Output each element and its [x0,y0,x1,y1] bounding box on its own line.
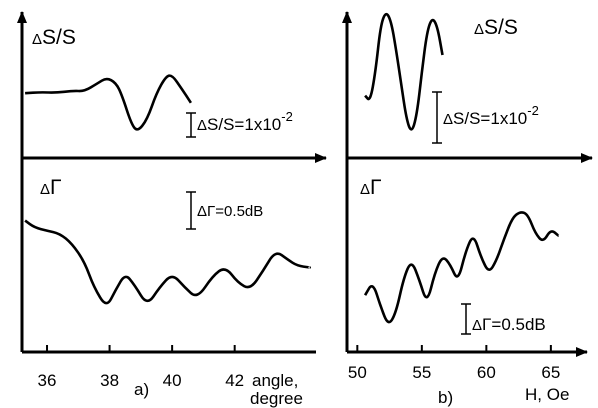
panel-b-gamma-scale-label: ΔΓ=0.5dB [472,315,546,334]
panel-b-gamma-scale-text: Γ=0.5dB [482,315,546,334]
panel-b-x-ticks: 50 55 60 65 [348,345,560,382]
panel-a-s-label: ΔS/S [32,26,76,49]
panel-a-gamma-delta: Δ [40,181,50,198]
panel-b-tick-label-50: 50 [348,363,367,382]
panel-a-gamma-scale-delta: Δ [197,203,207,220]
panel-a-s-name: S/S [42,26,76,49]
panel-a-gamma-label: ΔΓ [40,176,62,199]
panel-a-s-delta: Δ [32,31,42,48]
panel-b-xlabel: H, Oe [525,385,569,404]
panel-a-gamma-scale-label: ΔΓ=0.5dB [197,203,263,220]
panel-a-s-scale-delta: Δ [197,117,207,134]
panel-b-gamma-label: ΔΓ [360,176,382,199]
panel-b-gamma-name: Γ [370,176,382,199]
panel-b-s-scale-label: ΔS/S=1x10-2 [443,103,539,128]
panel-a-gamma-scale-bar: ΔΓ=0.5dB [186,191,263,230]
panel-b-s-delta: Δ [474,21,484,38]
panel-a-s-scale-text: S/S=1x10 [207,115,281,134]
panel-a-caption: a) [134,380,149,399]
panel-b-s-scale-bar: ΔS/S=1x10-2 [432,91,539,144]
panel-a-s-scale-label: ΔS/S=1x10-2 [197,109,293,134]
panel-a-tick-label-42: 42 [225,371,244,390]
panel-b-s-scale-exp: -2 [527,103,539,118]
panel-b-caption: b) [438,388,453,407]
panel-b-gamma-scale-delta: Δ [472,317,482,334]
panel-a-gamma-scale-text: Γ=0.5dB [207,203,263,220]
panel-b-gamma-delta: Δ [360,181,370,198]
panel-b: 50 55 60 65 ΔS/S ΔΓ ΔS/S=1x10-2 ΔΓ=0.5dB b)… [342,11,593,407]
panel-b-s-name: S/S [484,16,518,39]
panel-a-tick-label-36: 36 [38,371,57,390]
panel-a-s-scale-exp: -2 [281,109,293,124]
panel-b-s-scale-delta: Δ [443,111,453,128]
panel-b-tick-label-60: 60 [477,363,496,382]
panel-a-tick-label-38: 38 [100,371,119,390]
panel-b-gamma-series-line [363,211,560,324]
panel-b-tick-label-65: 65 [541,363,560,382]
panel-a-xlabel-line2: degree [250,389,303,408]
panel-a-s-series-line [25,74,192,131]
panel-b-tick-label-55: 55 [412,363,431,382]
panel-a-s-scale-bar: ΔS/S=1x10-2 [186,109,293,138]
panel-a-x-ticks: 36 38 40 42 [38,345,244,390]
panel-a-gamma-series-line [24,219,312,305]
panel-a-tick-label-40: 40 [163,371,182,390]
panel-b-s-label: ΔS/S [474,16,518,39]
panel-b-s-series-line [364,12,444,131]
panel-a-xlabel-line1: angle, [252,371,298,390]
panel-a: 36 38 40 42 ΔS/S ΔΓ ΔS/S=1x10-2 ΔΓ=0.5dB a)… [17,11,327,408]
panel-a-gamma-name: Γ [50,176,62,199]
panel-b-s-scale-text: S/S=1x10 [453,109,527,128]
panel-b-gamma-scale-bar: ΔΓ=0.5dB [461,303,546,335]
